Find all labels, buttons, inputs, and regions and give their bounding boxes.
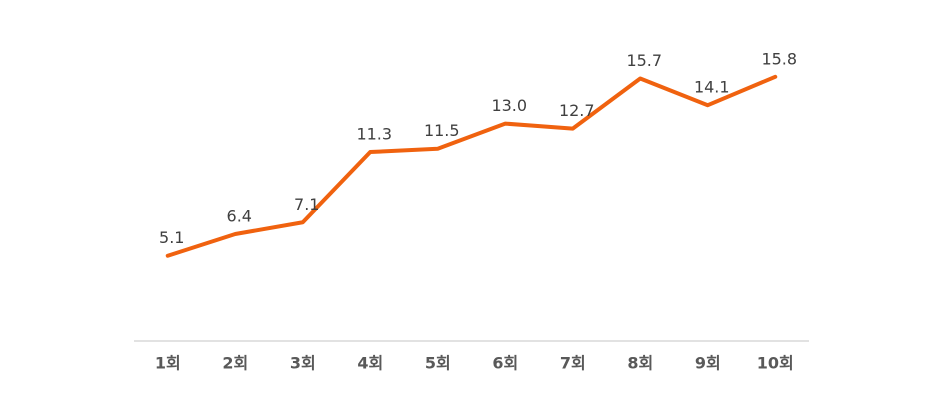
x-tick-label: 3회 xyxy=(290,354,316,373)
x-tick-label: 1회 xyxy=(155,354,181,373)
data-label: 13.0 xyxy=(491,96,527,115)
data-label: 7.1 xyxy=(294,195,319,214)
x-tick-label: 4회 xyxy=(357,354,383,373)
data-label: 15.7 xyxy=(626,51,662,70)
data-label: 5.1 xyxy=(159,228,184,247)
x-tick-label: 9회 xyxy=(695,354,721,373)
data-label: 6.4 xyxy=(227,206,252,225)
x-tick-label: 2회 xyxy=(222,354,248,373)
line-series xyxy=(165,74,778,258)
x-tick-label: 6회 xyxy=(492,354,518,373)
x-tick-label: 8회 xyxy=(627,354,653,373)
data-label: 15.8 xyxy=(761,49,797,68)
data-label: 11.5 xyxy=(424,121,460,140)
data-label: 11.3 xyxy=(356,125,392,144)
data-label: 12.7 xyxy=(559,101,595,120)
x-tick-label: 5회 xyxy=(425,354,451,373)
x-tick-label: 10회 xyxy=(757,354,794,373)
x-tick-label: 7회 xyxy=(560,354,586,373)
data-label: 14.1 xyxy=(694,78,730,97)
